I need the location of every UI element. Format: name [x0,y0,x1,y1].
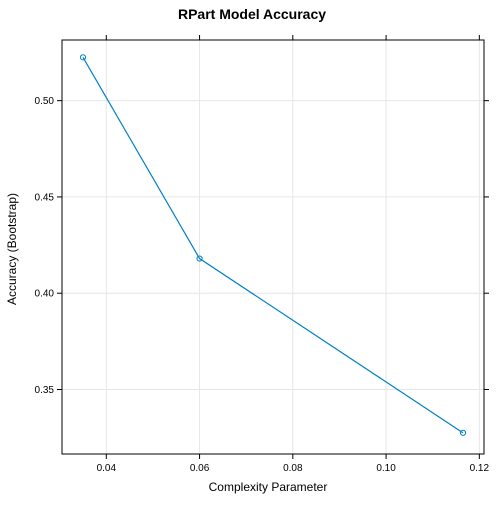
x-axis-label: Complexity Parameter [209,480,328,494]
data-point [459,429,467,436]
y-tick-label: 0.40 [35,289,55,300]
x-tick-label: 0.06 [190,463,210,474]
data-point [79,54,87,61]
chart-title: RPart Model Accuracy [178,6,326,22]
x-tick-label: 0.10 [376,463,396,474]
axis-ticks: 0.04 0.06 0.08 0.10 0.12 0.35 0.40 0.45 0.50 [35,35,490,474]
series-layer [79,54,467,436]
accuracy-series-line [82,57,464,434]
y-axis-label: Accuracy (Bootstrap) [5,193,19,305]
x-tick-label: 0.12 [470,463,490,474]
x-tick-label: 0.08 [283,463,303,474]
grid-lines [62,40,484,454]
y-tick-label: 0.45 [35,192,55,203]
y-tick-label: 0.35 [35,385,55,396]
plot-frame [61,39,485,455]
x-tick-label: 0.04 [97,463,117,474]
y-tick-label: 0.50 [35,96,55,107]
data-point [196,255,203,262]
